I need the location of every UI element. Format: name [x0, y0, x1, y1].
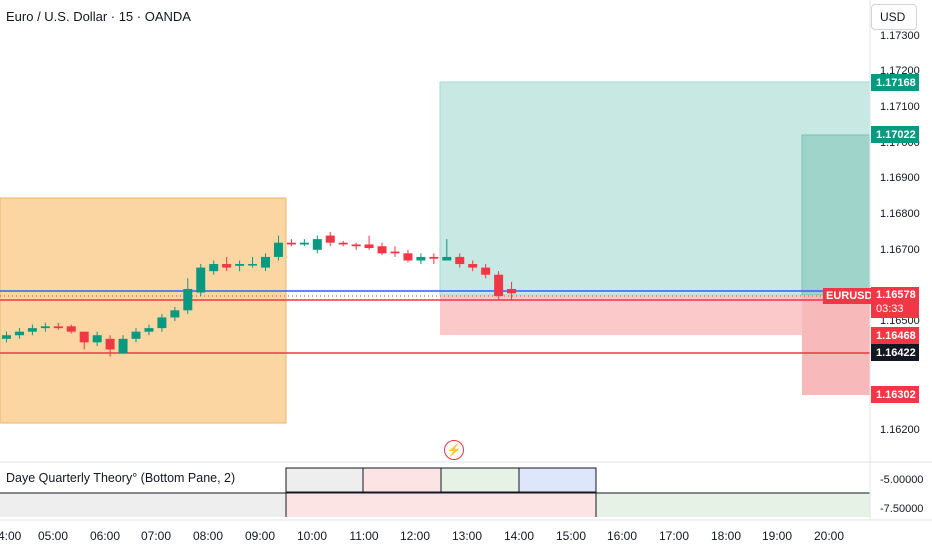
current-price-value: 1.16578 — [876, 289, 916, 301]
lightning-icon[interactable]: ⚡ — [444, 440, 464, 460]
candle-body[interactable] — [312, 239, 322, 250]
price-tick: 1.16900 — [880, 172, 920, 184]
time-tick: 16:00 — [606, 529, 638, 543]
candle-body[interactable] — [325, 235, 335, 243]
price-tag-level-1: 1.16468 — [871, 327, 919, 344]
time-tick: 18:00 — [710, 529, 742, 543]
candle-body[interactable] — [118, 338, 128, 354]
time-tick: 07:00 — [140, 529, 172, 543]
candle-body[interactable] — [455, 256, 465, 265]
candle-body[interactable] — [364, 244, 374, 249]
candle-body[interactable] — [66, 326, 76, 332]
candle-body[interactable] — [79, 331, 89, 343]
time-tick: 20:00 — [813, 529, 845, 543]
candle-body[interactable] — [299, 242, 309, 245]
candle-body[interactable] — [429, 256, 439, 259]
long-position-target-zone[interactable] — [439, 81, 871, 296]
candle-body[interactable] — [403, 253, 413, 261]
candle-body[interactable] — [105, 338, 115, 350]
time-tick: 10:00 — [296, 529, 328, 543]
candle-body[interactable] — [2, 335, 11, 339]
candle-body[interactable] — [442, 256, 452, 261]
second-stop-zone[interactable] — [802, 295, 870, 395]
time-tick: 13:00 — [451, 529, 483, 543]
time-tick: 17:00 — [658, 529, 690, 543]
time-tick: 11:00 — [349, 529, 379, 543]
candle-body[interactable] — [196, 267, 206, 293]
candle-body[interactable] — [222, 264, 232, 268]
time-tick: 09:00 — [244, 529, 276, 543]
candle-body[interactable] — [416, 256, 426, 261]
time-tick: 14:00 — [503, 529, 535, 543]
time-tick: 06:00 — [89, 529, 121, 543]
time-tick: 12:00 — [399, 529, 431, 543]
long-position-stop-zone[interactable] — [440, 295, 870, 335]
quarter-box-q4 — [518, 467, 597, 493]
time-tick: 08:00 — [192, 529, 224, 543]
candle-body[interactable] — [481, 267, 491, 275]
candle-body[interactable] — [351, 244, 361, 247]
candle-body[interactable] — [273, 242, 283, 257]
candle-body[interactable] — [183, 288, 193, 311]
candle-body[interactable] — [53, 326, 63, 329]
candle-body[interactable] — [92, 335, 102, 343]
candle-body[interactable] — [494, 274, 504, 297]
time-tick: 15:00 — [555, 529, 587, 543]
time-tick: 4:00 — [0, 529, 22, 543]
chart-title: Euro / U.S. Dollar · 15 · OANDA — [6, 9, 191, 24]
price-tag-target-1: 1.17168 — [871, 74, 919, 91]
price-tag-stop-2: 1.16302 — [871, 386, 919, 403]
quarter-box-q1 — [285, 467, 364, 493]
session-box[interactable] — [0, 197, 287, 424]
currency-button[interactable]: USD — [871, 4, 917, 30]
indicator-band-pink — [286, 493, 596, 517]
candle-body[interactable] — [235, 264, 245, 266]
price-tick: 1.16500 — [880, 315, 920, 327]
time-tick: 05:00 — [37, 529, 69, 543]
price-tick: 1.16700 — [880, 244, 920, 256]
price-tick: 1.16200 — [880, 424, 920, 436]
candle-body[interactable] — [40, 326, 50, 329]
price-tag-target-2: 1.17022 — [871, 126, 919, 143]
candle-body[interactable] — [468, 264, 478, 268]
candle-series[interactable] — [2, 232, 517, 357]
price-tag-level-2: 1.16422 — [871, 344, 919, 361]
candle-body[interactable] — [144, 328, 154, 332]
indicator-tick: -7.50000 — [880, 503, 924, 515]
symbol-price-label: EURUSD — [823, 288, 876, 304]
candle-body[interactable] — [338, 242, 348, 245]
current-price-tag: 1.16578 03:33 — [871, 287, 919, 318]
quarter-box-q2 — [362, 467, 442, 493]
candle-body[interactable] — [14, 331, 24, 336]
candle-body[interactable] — [209, 264, 219, 272]
bar-countdown: 03:33 — [876, 303, 904, 315]
candle-body[interactable] — [248, 264, 258, 266]
indicator-label[interactable]: Daye Quarterly Theory° (Bottom Pane, 2) — [6, 471, 236, 485]
second-target-zone[interactable] — [801, 134, 871, 296]
candle-body[interactable] — [390, 251, 400, 254]
quarter-box-q3 — [440, 467, 520, 493]
indicator-band-gray-left — [0, 493, 286, 517]
candle-body[interactable] — [157, 317, 167, 329]
indicator-band-green — [596, 493, 870, 517]
candle-body[interactable] — [261, 256, 270, 268]
candle-body[interactable] — [507, 288, 517, 294]
candle-body[interactable] — [286, 242, 296, 245]
price-tick: 1.17100 — [880, 101, 920, 113]
price-tick: 1.17300 — [880, 30, 920, 42]
candle-body[interactable] — [27, 328, 37, 332]
candle-body[interactable] — [170, 310, 180, 318]
candle-body[interactable] — [377, 246, 387, 254]
candle-body[interactable] — [131, 331, 141, 339]
time-tick: 19:00 — [761, 529, 793, 543]
indicator-tick: -5.00000 — [880, 474, 924, 486]
price-tick: 1.16800 — [880, 208, 920, 220]
